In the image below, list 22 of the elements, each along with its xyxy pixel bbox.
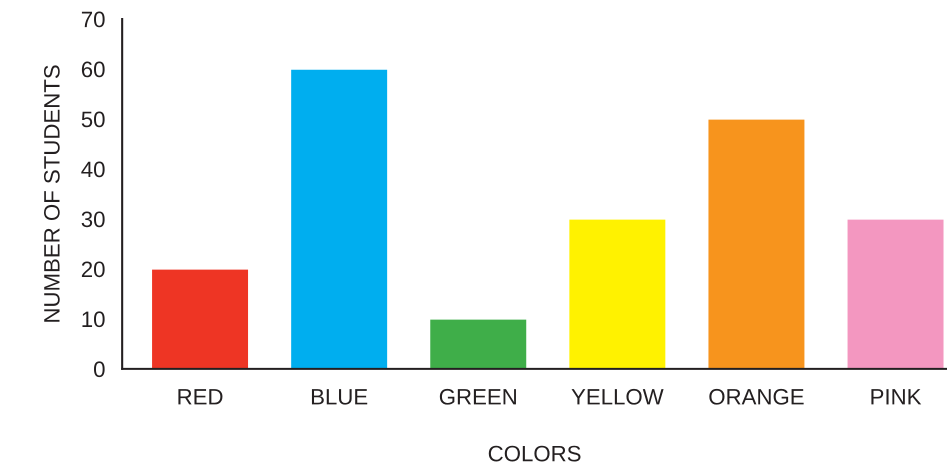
x-tick-label: ORANGE	[709, 388, 804, 405]
bar	[428, 318, 528, 369]
x-tick-label: YELLOW	[572, 388, 664, 405]
y-axis-title: NUMBER OF STUDENTS	[44, 65, 60, 322]
bar	[150, 268, 250, 369]
y-tick-label: 40	[81, 161, 105, 178]
x-tick-label: BLUE	[312, 389, 368, 405]
bar	[707, 118, 806, 369]
bar	[846, 218, 945, 369]
bar	[290, 68, 389, 369]
x-tick-label: RED	[178, 389, 222, 404]
y-tick-label: 10	[82, 311, 105, 328]
x-tick-label: PINK	[871, 389, 922, 404]
y-tick-label: 20	[82, 261, 105, 278]
x-axis-title: COLORS	[488, 446, 580, 462]
y-tick-label: 50	[82, 112, 105, 128]
y-tick-label: 30	[82, 211, 105, 228]
x-tick-label: GREEN	[440, 388, 516, 405]
y-tick-label: 0	[94, 361, 105, 378]
y-tick-label: 60	[82, 62, 105, 78]
bar	[568, 218, 667, 369]
y-tick-label: 70	[82, 12, 105, 28]
